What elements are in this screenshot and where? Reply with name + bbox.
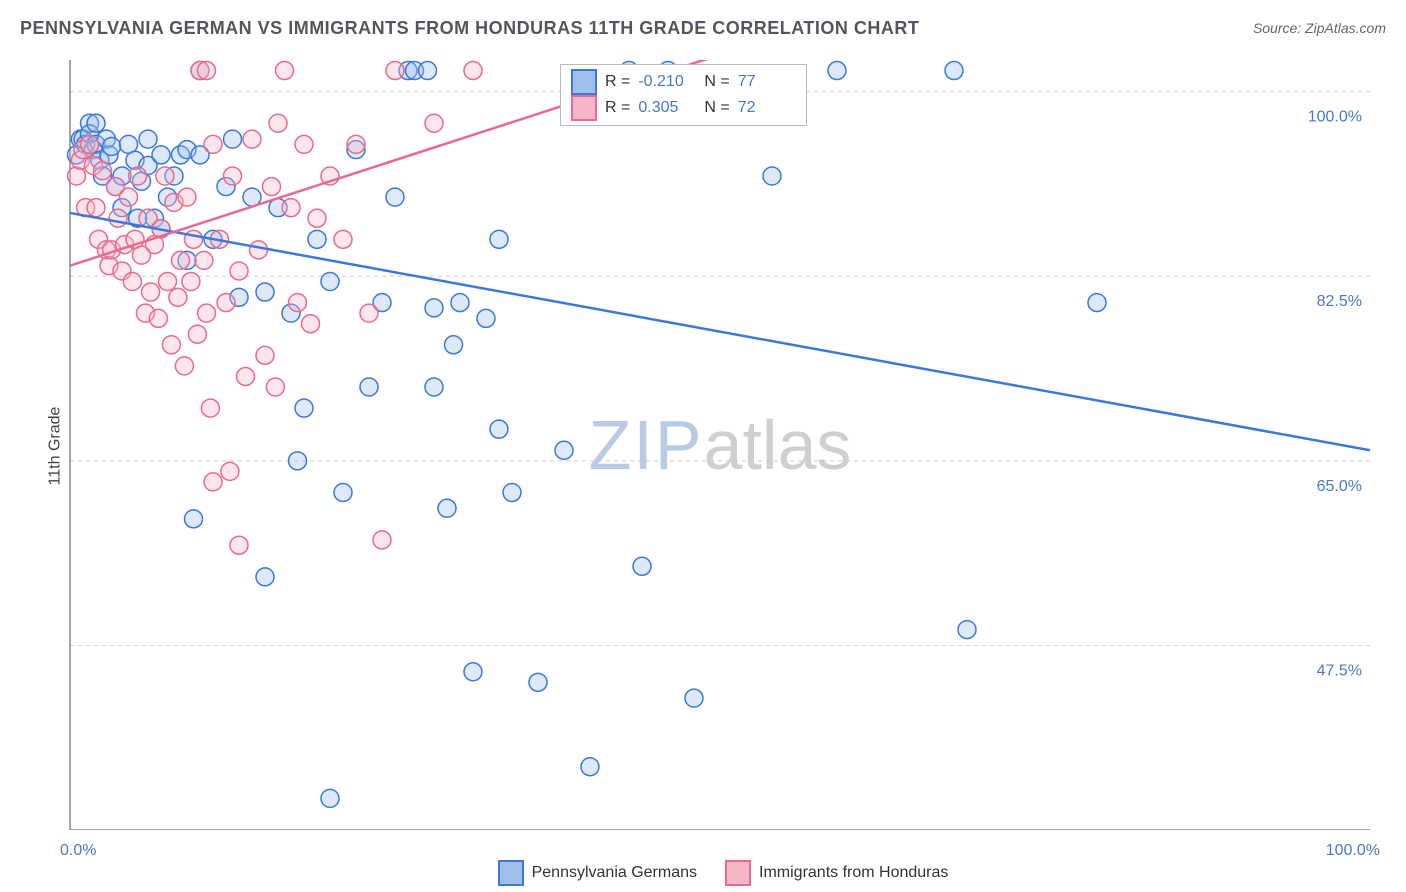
correlation-legend-row: R = -0.210 N = 77 bbox=[571, 69, 796, 95]
series-legend-label: Pennsylvania Germans bbox=[532, 864, 697, 881]
svg-text:82.5%: 82.5% bbox=[1317, 293, 1362, 310]
legend-swatch bbox=[571, 95, 597, 121]
series-legend-label: Immigrants from Honduras bbox=[759, 864, 948, 881]
legend-swatch bbox=[725, 860, 751, 886]
series-legend-item: Pennsylvania Germans bbox=[498, 860, 697, 886]
series-legend-item: Immigrants from Honduras bbox=[725, 860, 948, 886]
x-axis-max-label: 100.0% bbox=[1326, 842, 1380, 860]
x-axis-labels: 0.0% 100.0% bbox=[60, 842, 1380, 862]
svg-text:47.5%: 47.5% bbox=[1317, 662, 1362, 679]
scatter-svg: 100.0% 82.5% 65.0% 47.5% bbox=[60, 60, 1380, 830]
legend-n-label: N = bbox=[704, 69, 729, 95]
svg-text:65.0%: 65.0% bbox=[1317, 478, 1362, 495]
legend-r-label: R = bbox=[605, 95, 630, 121]
correlation-legend-row: R = 0.305 N = 72 bbox=[571, 95, 796, 121]
legend-n-label: N = bbox=[704, 95, 729, 121]
legend-r-label: R = bbox=[605, 69, 630, 95]
legend-n-value: 77 bbox=[738, 69, 796, 95]
legend-swatch bbox=[498, 860, 524, 886]
svg-text:100.0%: 100.0% bbox=[1308, 109, 1362, 126]
legend-n-value: 72 bbox=[738, 95, 796, 121]
chart-source: Source: ZipAtlas.com bbox=[1253, 20, 1386, 36]
legend-r-value: 0.305 bbox=[638, 95, 696, 121]
correlation-legend: R = -0.210 N = 77 R = 0.305 N = 72 bbox=[560, 64, 807, 126]
series-legend: Pennsylvania Germans Immigrants from Hond… bbox=[60, 860, 1386, 886]
x-axis-min-label: 0.0% bbox=[60, 842, 96, 860]
plot-area: 100.0%82.5%65.0%47.5% ZIPatlas R =-0.210… bbox=[60, 60, 1380, 830]
chart-title: PENNSYLVANIA GERMAN VS IMMIGRANTS FROM H… bbox=[20, 18, 919, 38]
legend-swatch bbox=[571, 69, 597, 95]
legend-r-value: -0.210 bbox=[638, 69, 696, 95]
